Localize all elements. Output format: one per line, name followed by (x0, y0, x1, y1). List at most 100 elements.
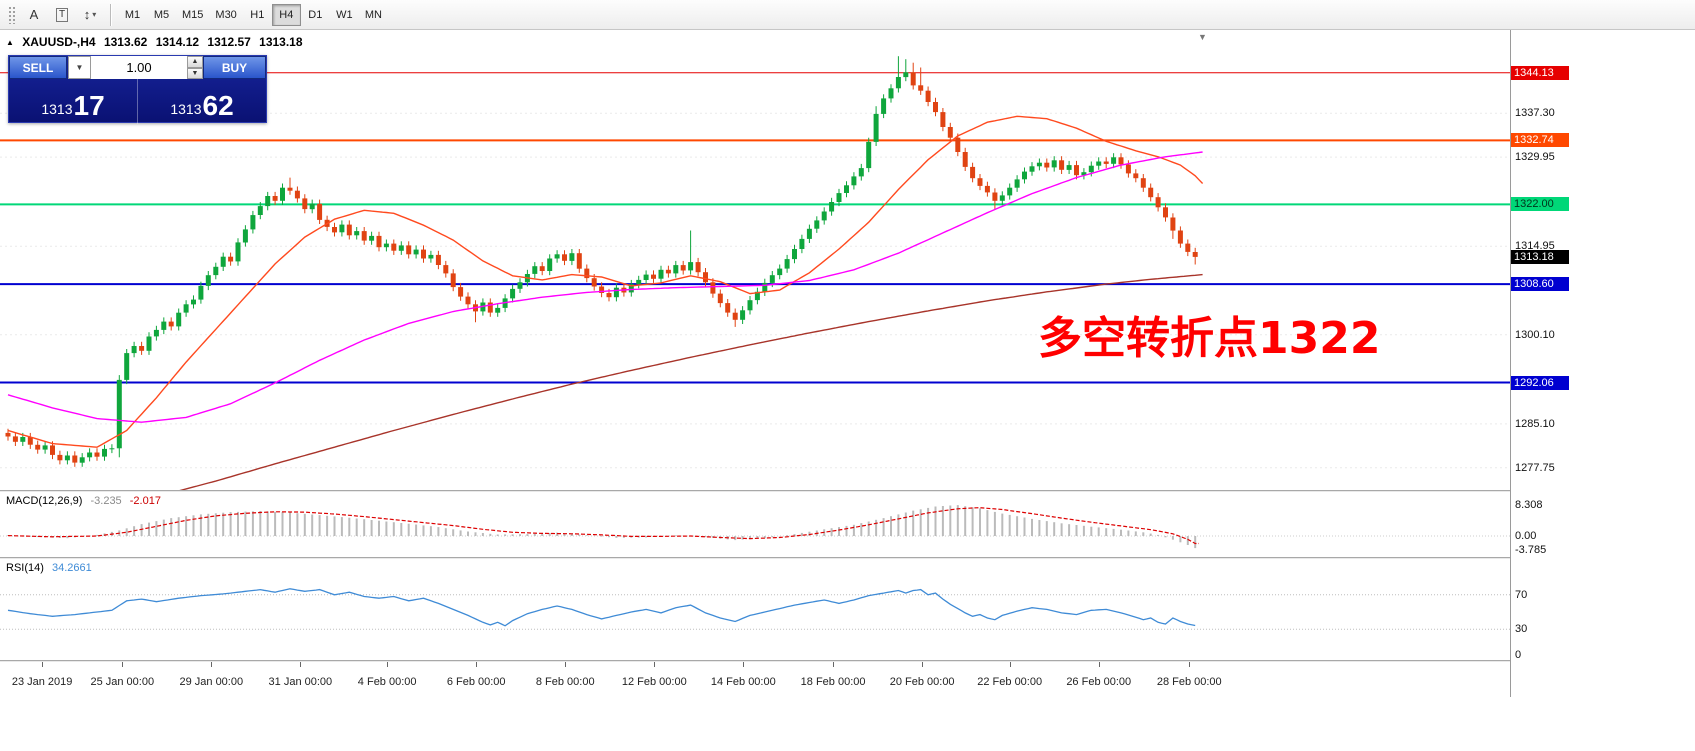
top-toolbar: A T ↕ ▾ M1 M5 M15 M30 H1 H4 D1 W1 MN (0, 0, 1695, 30)
panel-separator[interactable] (0, 557, 1568, 559)
rsi-axis-label: 70 (1515, 588, 1528, 601)
macd-label: MACD(12,26,9) -3.235 -2.017 (6, 495, 166, 507)
buy-button[interactable]: BUY (203, 56, 266, 79)
time-tick (1098, 662, 1100, 667)
time-tick (1189, 662, 1191, 667)
objects-icon: ↕ (83, 7, 91, 22)
macd-axis-label: 0.00 (1515, 530, 1537, 542)
rsi-label: RSI(14) 34.2661 (6, 562, 97, 574)
time-label: 20 Feb 00:00 (889, 676, 955, 688)
timeframe-button-m1[interactable]: M1 (118, 4, 147, 26)
timeframe-button-m15[interactable]: M15 (176, 4, 209, 26)
time-tick (476, 662, 478, 667)
expand-triangle-icon: ▲ (6, 38, 14, 47)
rsi-panel[interactable]: RSI(14) 34.2661 (0, 559, 1510, 660)
time-label: 8 Feb 00:00 (535, 676, 595, 688)
macd-axis-label: 8.308 (1515, 499, 1543, 512)
buy-price-small: 1313 (170, 100, 202, 117)
chart-shift-marker-icon: ▼ (1198, 32, 1207, 42)
text-box-button[interactable]: T (49, 3, 75, 27)
candlestick-chart (0, 56, 1510, 490)
time-label: 29 Jan 00:00 (179, 676, 244, 688)
low-value: 1312.57 (207, 35, 251, 49)
timeframe-button-w1[interactable]: W1 (330, 4, 359, 26)
time-tick (565, 662, 567, 667)
toolbar-separator (110, 3, 112, 26)
rsi-line (7, 588, 1196, 627)
close-value: 1313.18 (259, 35, 303, 49)
rsi-chart (0, 588, 1510, 630)
objects-dropdown-button[interactable]: ↕ ▾ (77, 3, 103, 27)
timeframe-button-h4[interactable]: H4 (271, 3, 301, 26)
chart-text-annotation[interactable]: 多空转折点1322 (1038, 313, 1381, 364)
rsi-level-lines (0, 594, 1510, 630)
lot-input[interactable]: 1.00 (91, 56, 187, 79)
text-box-icon: T (55, 7, 69, 22)
panel-separator[interactable] (0, 490, 1568, 492)
timeframe-button-m5[interactable]: M5 (147, 4, 176, 26)
price-level-badge: 1292.06 (1511, 375, 1569, 390)
rsi-value: 34.2661 (51, 562, 92, 574)
time-label: 6 Feb 00:00 (446, 676, 506, 688)
text-label-button[interactable]: A (21, 3, 47, 27)
rsi-name: RSI(14) (6, 562, 44, 574)
price-level-badge: 1332.74 (1511, 133, 1569, 148)
high-value: 1314.12 (155, 35, 200, 49)
timeframe-button-d1[interactable]: D1 (301, 4, 330, 26)
price-level-badge: 1308.60 (1511, 277, 1569, 292)
chevron-down-icon: ▾ (92, 10, 97, 19)
current-price-badge: 1313.18 (1511, 249, 1569, 264)
toolbar-grip[interactable] (8, 5, 16, 24)
lot-decrease-button[interactable]: ▼ (187, 67, 203, 79)
timeframe-button-h1[interactable]: H1 (243, 4, 272, 26)
price-tick-label: 1337.30 (1515, 107, 1555, 120)
price-level-badge: 1322.00 (1511, 197, 1569, 212)
macd-main-value: -3.235 (90, 495, 122, 507)
time-tick (300, 662, 302, 667)
chevron-down-icon: ▼ (75, 63, 84, 72)
time-label: 22 Feb 00:00 (977, 676, 1043, 688)
ma-slow-line (179, 273, 1203, 490)
sell-price-display[interactable]: 1313 17 (9, 79, 138, 124)
buy-price-display[interactable]: 1313 62 (138, 79, 266, 124)
timeframe-button-m30[interactable]: M30 (209, 4, 242, 26)
timeframe-button-mn[interactable]: MN (359, 4, 388, 26)
time-tick (122, 662, 124, 667)
time-label: 12 Feb 00:00 (621, 676, 687, 688)
time-tick (1009, 662, 1011, 667)
time-tick (922, 662, 924, 667)
price-axis[interactable]: 1337.30 1329.95 1314.95 1300.10 1285.10 1277.… (1510, 30, 1569, 697)
macd-name: MACD(12,26,9) (6, 495, 83, 507)
one-click-trading-panel: SELL ▼ 1.00 ▲ ▼ BUY 1313 17 1313 62 (8, 55, 267, 124)
chart-ohlc-header: ▲ XAUUSD-,H4 1313.62 1314.12 1312.57 131… (6, 35, 308, 49)
time-tick (743, 662, 745, 667)
lot-dropdown[interactable]: ▼ (68, 56, 91, 79)
time-label: 14 Feb 00:00 (710, 676, 776, 688)
buy-price-big: 62 (202, 89, 234, 121)
time-tick (211, 662, 213, 667)
macd-signal-value: -2.017 (129, 495, 161, 507)
price-tick-label: 1300.10 (1515, 328, 1555, 341)
ma-fast-line (7, 115, 1204, 448)
time-label: 18 Feb 00:00 (800, 676, 866, 688)
lot-increase-button[interactable]: ▲ (187, 56, 203, 68)
time-label: 25 Jan 00:00 (90, 676, 155, 688)
price-level-badge: 1344.13 (1511, 65, 1569, 80)
time-tick (654, 662, 656, 667)
time-label: 31 Jan 00:00 (268, 676, 333, 688)
sell-price-small: 1313 (41, 100, 73, 117)
open-value: 1313.62 (103, 35, 148, 49)
main-chart-panel[interactable]: ▲ XAUUSD-,H4 1313.62 1314.12 1312.57 131… (0, 30, 1510, 490)
chart-area: ▲ XAUUSD-,H4 1313.62 1314.12 1312.57 131… (0, 30, 1569, 697)
macd-signal-line (7, 507, 1199, 545)
sell-button[interactable]: SELL (9, 56, 67, 79)
macd-panel[interactable]: MACD(12,26,9) -3.235 -2.017 (0, 492, 1510, 557)
candles (5, 56, 1198, 467)
price-tick-label: 1329.95 (1515, 151, 1555, 164)
time-label: 26 Feb 00:00 (1066, 676, 1132, 688)
panel-separator[interactable] (0, 660, 1568, 662)
time-label: 23 Jan 2019 (11, 676, 73, 688)
symbol-timeframe-label: XAUUSD-,H4 (22, 35, 96, 49)
time-axis[interactable]: 23 Jan 2019 25 Jan 00:00 29 Jan 00:00 31 Ja… (0, 662, 1510, 697)
time-tick (42, 662, 44, 667)
